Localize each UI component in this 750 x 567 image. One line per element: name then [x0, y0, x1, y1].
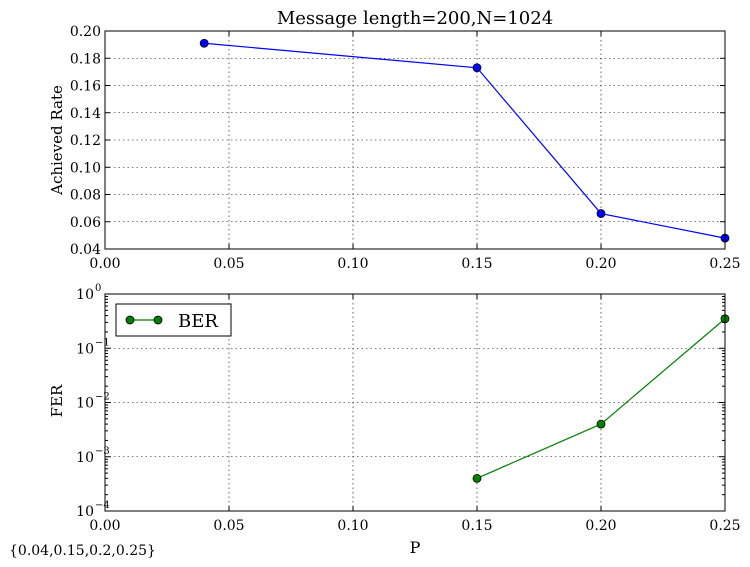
rate-data-point: [199, 38, 209, 48]
bottom-y-tick-exponent: −2: [95, 392, 110, 403]
legend-marker: [153, 315, 163, 325]
top-y-axis-label: Achieved Rate: [48, 85, 66, 196]
legend-label: BER: [178, 311, 218, 332]
top-y-tick-label: 0.10: [70, 160, 101, 176]
top-y-tick-label: 0.08: [70, 188, 101, 204]
top-y-tick-label: 0.12: [70, 133, 101, 149]
top-x-tick-label: 0.05: [213, 256, 244, 272]
top-x-tick-label: 0.25: [709, 256, 740, 272]
legend-marker: [125, 315, 135, 325]
bottom-y-tick-label: 10: [76, 504, 94, 520]
top-y-tick-label: 0.06: [70, 215, 101, 231]
top-y-tick-label: 0.20: [70, 24, 101, 40]
bottom-series: [472, 314, 730, 483]
top-chart-title: Message length=200,N=1024: [277, 8, 553, 29]
bottom-y-tick-label: 10: [76, 450, 94, 466]
rate-data-point: [596, 209, 606, 218]
bottom-x-tick-label: 0.00: [89, 518, 120, 534]
top-x-tick-label: 0.20: [585, 256, 616, 272]
rate-data-point: [472, 63, 482, 73]
top-y-tick-label: 0.16: [70, 79, 101, 95]
bottom-x-tick-label: 0.15: [461, 518, 492, 534]
top-x-tick-label: 0.00: [89, 256, 120, 272]
top-x-tick-label: 0.15: [461, 256, 492, 272]
bottom-y-tick-exponent: 0: [95, 283, 101, 294]
bottom-y-tick-exponent: −1: [95, 337, 110, 348]
figure-footnote: {0.04,0.15,0.2,0.25}: [9, 543, 156, 559]
bottom-y-tick-label: 10: [76, 396, 94, 412]
top-chart: Message length=200,N=1024 Achieved Rate …: [48, 8, 741, 272]
top-plot-frame: [104, 30, 726, 250]
bottom-y-tick-exponent: −3: [95, 446, 110, 457]
bottom-y-tick-label: 10: [76, 341, 94, 357]
top-y-tick-label: 0.18: [70, 51, 101, 67]
top-y-tick-label: 0.14: [70, 106, 101, 122]
bottom-y-tick-exponent: −4: [95, 500, 110, 511]
top-y-tick-label: 0.04: [70, 242, 101, 258]
bottom-x-axis-label: P: [410, 538, 421, 557]
bottom-y-tick-label: 10: [76, 287, 94, 303]
bottom-x-tick-label: 0.10: [337, 518, 368, 534]
fer-data-point: [596, 419, 606, 429]
rate-series-line: [204, 42, 726, 239]
bottom-y-axis-label: FER: [48, 384, 66, 417]
fer-data-point: [472, 473, 482, 483]
top-x-tick-label: 0.10: [337, 256, 368, 272]
bottom-x-tick-label: 0.20: [585, 518, 616, 534]
top-series: [199, 38, 730, 243]
bottom-plot-frame: [104, 293, 726, 512]
bottom-x-tick-label: 0.05: [213, 518, 244, 534]
bottom-x-tick-label: 0.25: [709, 518, 740, 534]
top-gridlines: [105, 31, 725, 249]
legend: BER: [115, 303, 232, 337]
